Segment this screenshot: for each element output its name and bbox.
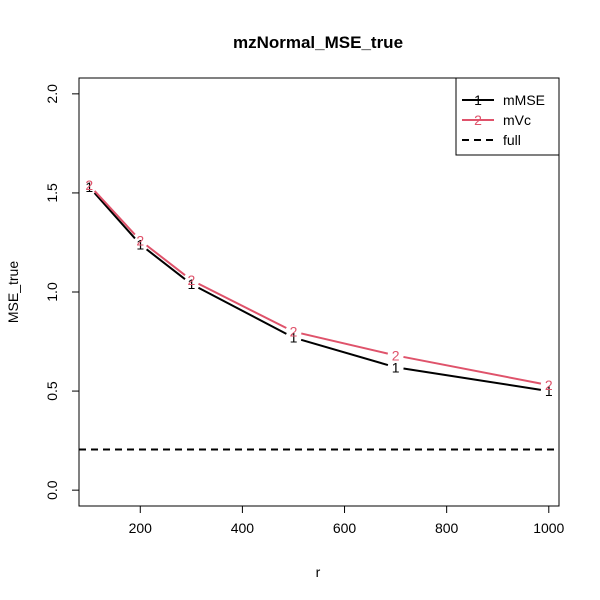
series-segment [403, 367, 542, 391]
x-tick-label: 800 [435, 520, 459, 536]
data-point: 2 [290, 324, 298, 340]
x-axis-label: r [316, 564, 321, 580]
data-point: 2 [545, 377, 553, 393]
legend-box [455, 77, 560, 156]
data-point: 1 [545, 383, 553, 399]
data-point: 2 [85, 177, 93, 193]
data-point: 2 [187, 272, 195, 288]
series-segment [197, 286, 287, 335]
series-segment [301, 332, 389, 355]
legend-label: mMSE [503, 92, 545, 108]
x-tick-label: 1000 [533, 520, 564, 536]
series-segment [93, 192, 136, 240]
x-tick-label: 600 [333, 520, 357, 536]
series-segment [145, 244, 186, 276]
legend-label: full [503, 132, 521, 148]
data-point: 1 [85, 179, 93, 195]
x-tick-label: 400 [231, 520, 255, 536]
series-segment [198, 282, 287, 329]
y-axis-label: MSE_true [5, 261, 21, 323]
y-tick-label: 2.0 [44, 84, 60, 104]
series-segment [300, 338, 389, 367]
series-mVc: 2 2 2 2 2 2 [85, 177, 553, 393]
series-segment [403, 355, 542, 385]
data-point: 1 [136, 236, 144, 252]
series-segment [145, 248, 186, 280]
legend: 1 mMSE 2 mVc full [455, 77, 560, 156]
x-tick-label: 200 [129, 520, 153, 536]
data-point: 2 [136, 232, 144, 248]
y-tick-label: 1.5 [44, 183, 60, 203]
data-point: 1 [187, 276, 195, 292]
data-point: 1 [392, 359, 400, 375]
series-mMSE: 1 1 1 1 1 1 [85, 179, 553, 399]
y-tick-label: 0.0 [44, 480, 60, 500]
legend-marker: 2 [474, 112, 482, 128]
legend-label: mVc [503, 112, 531, 128]
series-segment [93, 190, 136, 236]
y-tick-label: 0.5 [44, 381, 60, 401]
y-axis: 0.0 0.5 1.0 1.5 2.0 [44, 84, 79, 500]
data-point: 1 [290, 330, 298, 346]
y-tick-label: 1.0 [44, 282, 60, 302]
x-axis: 200 400 600 800 1000 [129, 506, 565, 536]
legend-marker: 1 [474, 92, 482, 108]
data-point: 2 [392, 347, 400, 363]
chart-title: mzNormal_MSE_true [233, 33, 403, 52]
